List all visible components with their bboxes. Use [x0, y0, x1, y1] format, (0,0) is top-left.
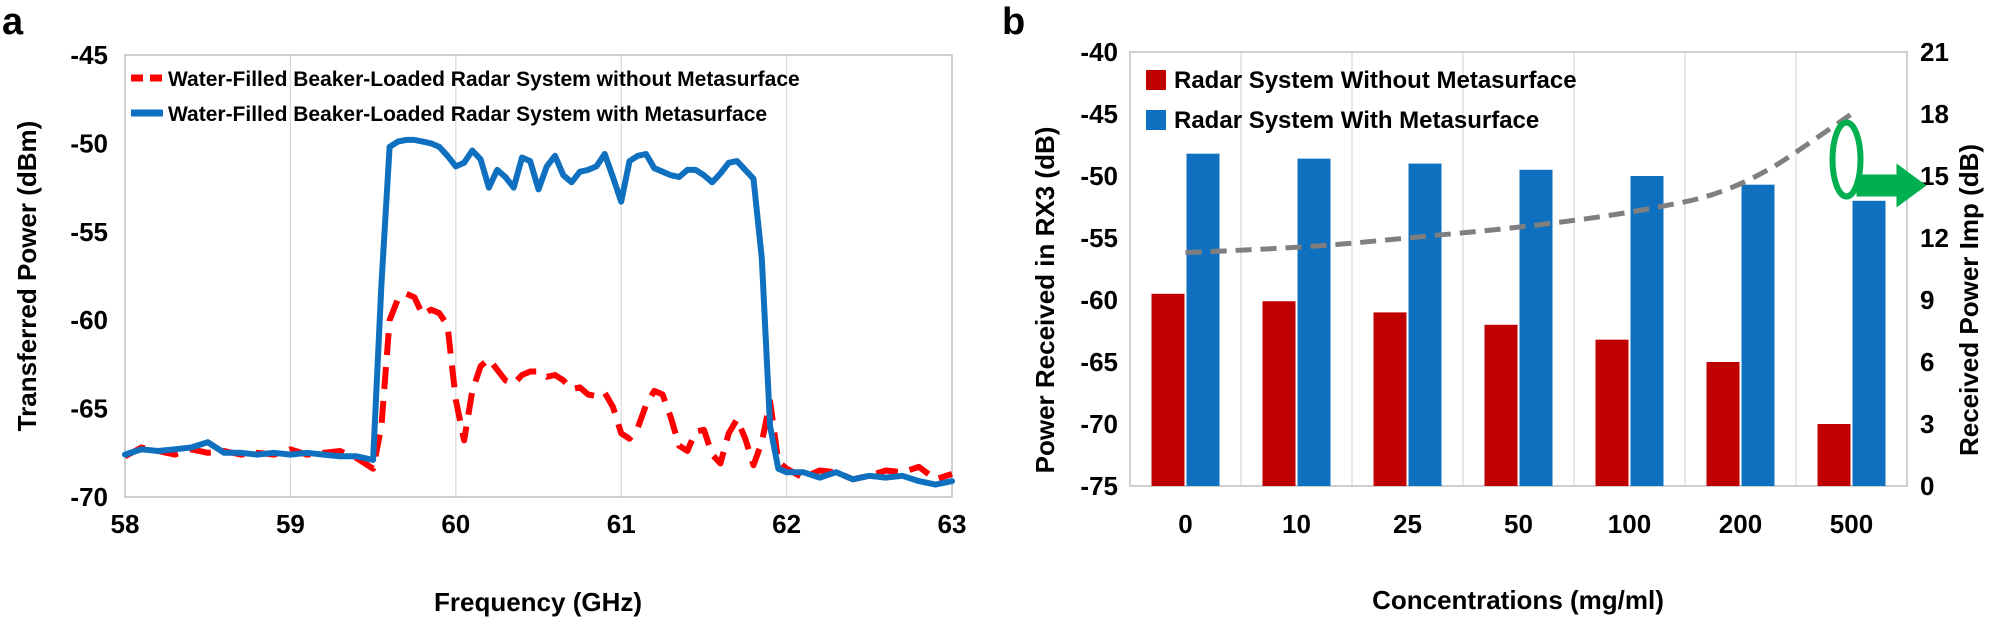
panel-b-y2-tick-label: 21: [1920, 37, 1949, 67]
legend-swatch-with-metasurface-bar: [1146, 110, 1166, 130]
panel-a-y-tick-label: -70: [70, 482, 108, 512]
panel-b-y-tick-label: -45: [1080, 99, 1118, 129]
panel-b-x-tick-label: 25: [1393, 509, 1422, 539]
panel-b-y-tick-label: -65: [1080, 347, 1118, 377]
panel-b-y-axis-label: Power Received in RX3 (dB): [1030, 127, 1060, 474]
legend-label-with-metasurface-bar: Radar System With Metasurface: [1174, 107, 1539, 134]
panel-a-series: [122, 136, 955, 488]
panel-b-y-tick-label: -50: [1080, 161, 1118, 191]
panel-a-y-tick-label: -55: [70, 217, 108, 247]
panel-a-x-ticks: 58 59 60 61 62 63: [111, 509, 967, 539]
bar-with-metasurface: [1186, 153, 1220, 486]
panel-a-y-tick-label: -50: [70, 128, 108, 158]
panel-b-x-tick-label: 0: [1178, 509, 1192, 539]
panel-b-y2-tick-label: 6: [1920, 347, 1934, 377]
panel-b-legend: Radar System Without Metasurface Radar S…: [1146, 67, 1577, 134]
panel-b-x-tick-label: 200: [1719, 509, 1762, 539]
bar-without-metasurface: [1373, 312, 1407, 486]
panel-b-x-tick-label: 100: [1608, 509, 1651, 539]
panel-a-y-tick-label: -65: [70, 394, 108, 424]
panel-b-x-tick-label: 50: [1504, 509, 1533, 539]
bar-without-metasurface: [1706, 362, 1740, 486]
bar-with-metasurface: [1852, 200, 1886, 487]
series-line-without-metasurface: [123, 290, 953, 483]
annotation-arrow: [1856, 163, 1927, 208]
panel-b-y2-tick-label: 12: [1920, 223, 1949, 253]
bar-with-metasurface: [1741, 184, 1775, 486]
panel-a-x-tick-label: 60: [441, 509, 470, 539]
panel-b-y-tick-label: -55: [1080, 223, 1118, 253]
legend-label-without-metasurface-bar: Radar System Without Metasurface: [1174, 67, 1577, 94]
panel-b-annotation: [1829, 119, 1927, 208]
panel-a-x-tick-label: 62: [772, 509, 801, 539]
bar-without-metasurface: [1262, 301, 1296, 486]
bar-without-metasurface: [1484, 324, 1518, 486]
panel-b-y-tick-label: -60: [1080, 285, 1118, 315]
panel-b-y-tick-label: -75: [1080, 471, 1118, 501]
panel-a-y-ticks: -70 -65 -60 -55 -50 -45: [70, 40, 108, 512]
bar-without-metasurface: [1151, 293, 1185, 486]
panel-b-x-tick-label: 500: [1830, 509, 1873, 539]
panel-b-x-tick-label: 10: [1282, 509, 1311, 539]
bar-with-metasurface: [1297, 158, 1331, 486]
bar-without-metasurface: [1817, 424, 1851, 486]
bar-with-metasurface: [1630, 176, 1664, 486]
panel-a-grid: [289, 55, 788, 497]
legend-label-without-metasurface: Water-Filled Beaker-Loaded Radar System …: [168, 68, 800, 91]
panel-b-y2-axis-label: Received Power Imp (dB): [1954, 144, 1984, 456]
panel-b-y2-tick-label: 9: [1920, 285, 1934, 315]
panel-a-legend: Water-Filled Beaker-Loaded Radar System …: [131, 68, 800, 126]
panel-a-plot-frame: [124, 54, 953, 498]
panel-b-x-axis-label: Concentrations (mg/ml): [1372, 585, 1664, 615]
legend-label-with-metasurface: Water-Filled Beaker-Loaded Radar System …: [168, 103, 767, 126]
bar-with-metasurface: [1408, 163, 1442, 486]
panel-b-line: [1185, 111, 1853, 255]
panel-a-y-tick-label: -60: [70, 305, 108, 335]
panel-b-x-ticks: 0 10 25 50 100 200 500: [1178, 509, 1873, 539]
panel-a-y-axis-label: Transferred Power (dBm): [12, 121, 42, 432]
panel-b-plot-frame: [1129, 51, 1908, 487]
panel-a: a -70 -65 -60 -55 -50 -45 58 59 60 61 62 63 Freque…: [2, 1, 966, 617]
panel-b-grid: [1240, 52, 1797, 486]
panel-b-y2-tick-label: 18: [1920, 99, 1949, 129]
panel-b: b -75-70-65-60-55-50-45-40 036912151821 …: [1002, 1, 1984, 615]
legend-swatch-without-metasurface-bar: [1146, 70, 1166, 90]
panel-b-label: b: [1002, 1, 1025, 43]
panel-b-y-tick-label: -40: [1080, 37, 1118, 67]
panel-a-y-tick-label: -45: [70, 40, 108, 70]
panel-b-y-ticks: -75 -70 -65 -60 -55 -50 -45 -40: [1080, 37, 1118, 501]
received-power-imp-line: [1185, 111, 1853, 255]
panel-b-bars: [1151, 153, 1886, 487]
series-line-with-metasurface: [122, 136, 955, 488]
panel-a-x-tick-label: 58: [111, 509, 140, 539]
panel-a-label: a: [2, 1, 24, 43]
annotation-ellipse: [1829, 119, 1864, 200]
panel-a-x-tick-label: 61: [607, 509, 636, 539]
bar-without-metasurface: [1595, 339, 1629, 486]
panel-b-y-tick-label: -70: [1080, 409, 1118, 439]
panel-b-y2-tick-label: 3: [1920, 409, 1934, 439]
panel-b-y2-tick-label: 0: [1920, 471, 1934, 501]
bar-with-metasurface: [1519, 169, 1553, 487]
panel-a-x-tick-label: 63: [938, 509, 967, 539]
panel-a-x-tick-label: 59: [276, 509, 305, 539]
panel-a-x-axis-label: Frequency (GHz): [434, 587, 642, 617]
